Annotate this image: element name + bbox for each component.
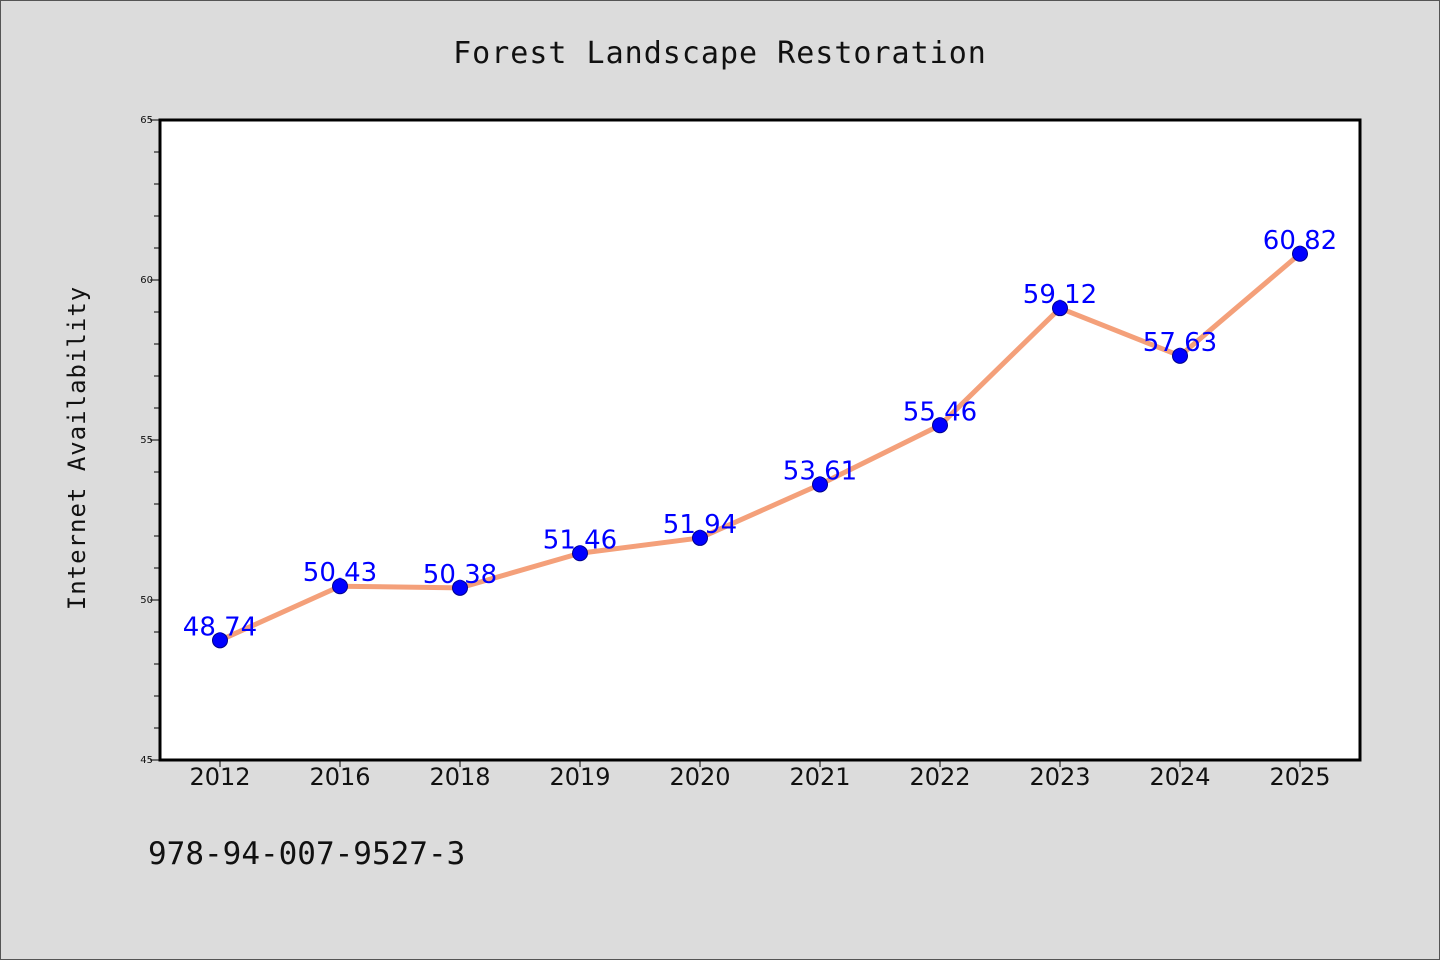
x-tick-label: 2022 bbox=[909, 763, 970, 791]
x-tick-label: 2024 bbox=[1149, 763, 1210, 791]
y-tick-label: 60 bbox=[140, 275, 153, 286]
x-tick-label: 2019 bbox=[549, 763, 610, 791]
data-label: 60.82 bbox=[1263, 226, 1337, 256]
x-axis: 2012 2016 2018 2019 2020 2021 2022 2023 2024 2025 bbox=[189, 760, 1331, 791]
x-tick-label: 2023 bbox=[1029, 763, 1090, 791]
x-tick-label: 2012 bbox=[189, 763, 250, 791]
y-tick-label: 50 bbox=[140, 595, 153, 606]
data-point-marker bbox=[812, 476, 828, 493]
y-tick-label: 65 bbox=[140, 115, 153, 126]
data-point-marker bbox=[572, 545, 588, 562]
y-tick-label: 55 bbox=[140, 435, 153, 446]
x-tick-label: 2018 bbox=[429, 763, 490, 791]
series-line bbox=[217, 251, 1303, 643]
data-point-marker bbox=[332, 578, 348, 595]
x-tick-label: 2016 bbox=[309, 763, 370, 791]
chart-title: Forest Landscape Restoration bbox=[453, 36, 987, 71]
y-axis: 45 50 55 60 65 bbox=[140, 115, 160, 766]
data-label: 50.43 bbox=[303, 558, 377, 588]
x-tick-label: 2025 bbox=[1269, 763, 1330, 791]
data-point-marker bbox=[212, 632, 228, 649]
data-point-marker bbox=[692, 529, 708, 546]
data-label: 48.74 bbox=[183, 612, 257, 642]
data-point-marker bbox=[452, 579, 468, 596]
footer-text: 978-94-007-9527-3 bbox=[148, 836, 465, 872]
data-label: 50.38 bbox=[423, 560, 497, 590]
x-tick-label: 2021 bbox=[789, 763, 850, 791]
data-label: 51.94 bbox=[663, 510, 737, 540]
data-label: 57.63 bbox=[1143, 328, 1217, 358]
data-label: 59.12 bbox=[1023, 280, 1097, 310]
series-group: 48.74 50.43 50.38 51.46 51.94 53.61 55.46 59.12… bbox=[183, 226, 1337, 649]
data-point-marker bbox=[1172, 347, 1188, 364]
data-point-marker bbox=[1292, 245, 1308, 262]
plot-area bbox=[158, 118, 1362, 762]
data-label: 55.46 bbox=[903, 397, 977, 427]
y-axis-label: Internet Availability bbox=[63, 286, 91, 610]
data-label: 53.61 bbox=[783, 456, 857, 486]
data-point-marker bbox=[1052, 300, 1068, 317]
x-tick-label: 2020 bbox=[669, 763, 730, 791]
data-label: 51.46 bbox=[543, 525, 617, 555]
data-point-marker bbox=[932, 417, 948, 434]
y-tick-label: 45 bbox=[140, 755, 153, 766]
